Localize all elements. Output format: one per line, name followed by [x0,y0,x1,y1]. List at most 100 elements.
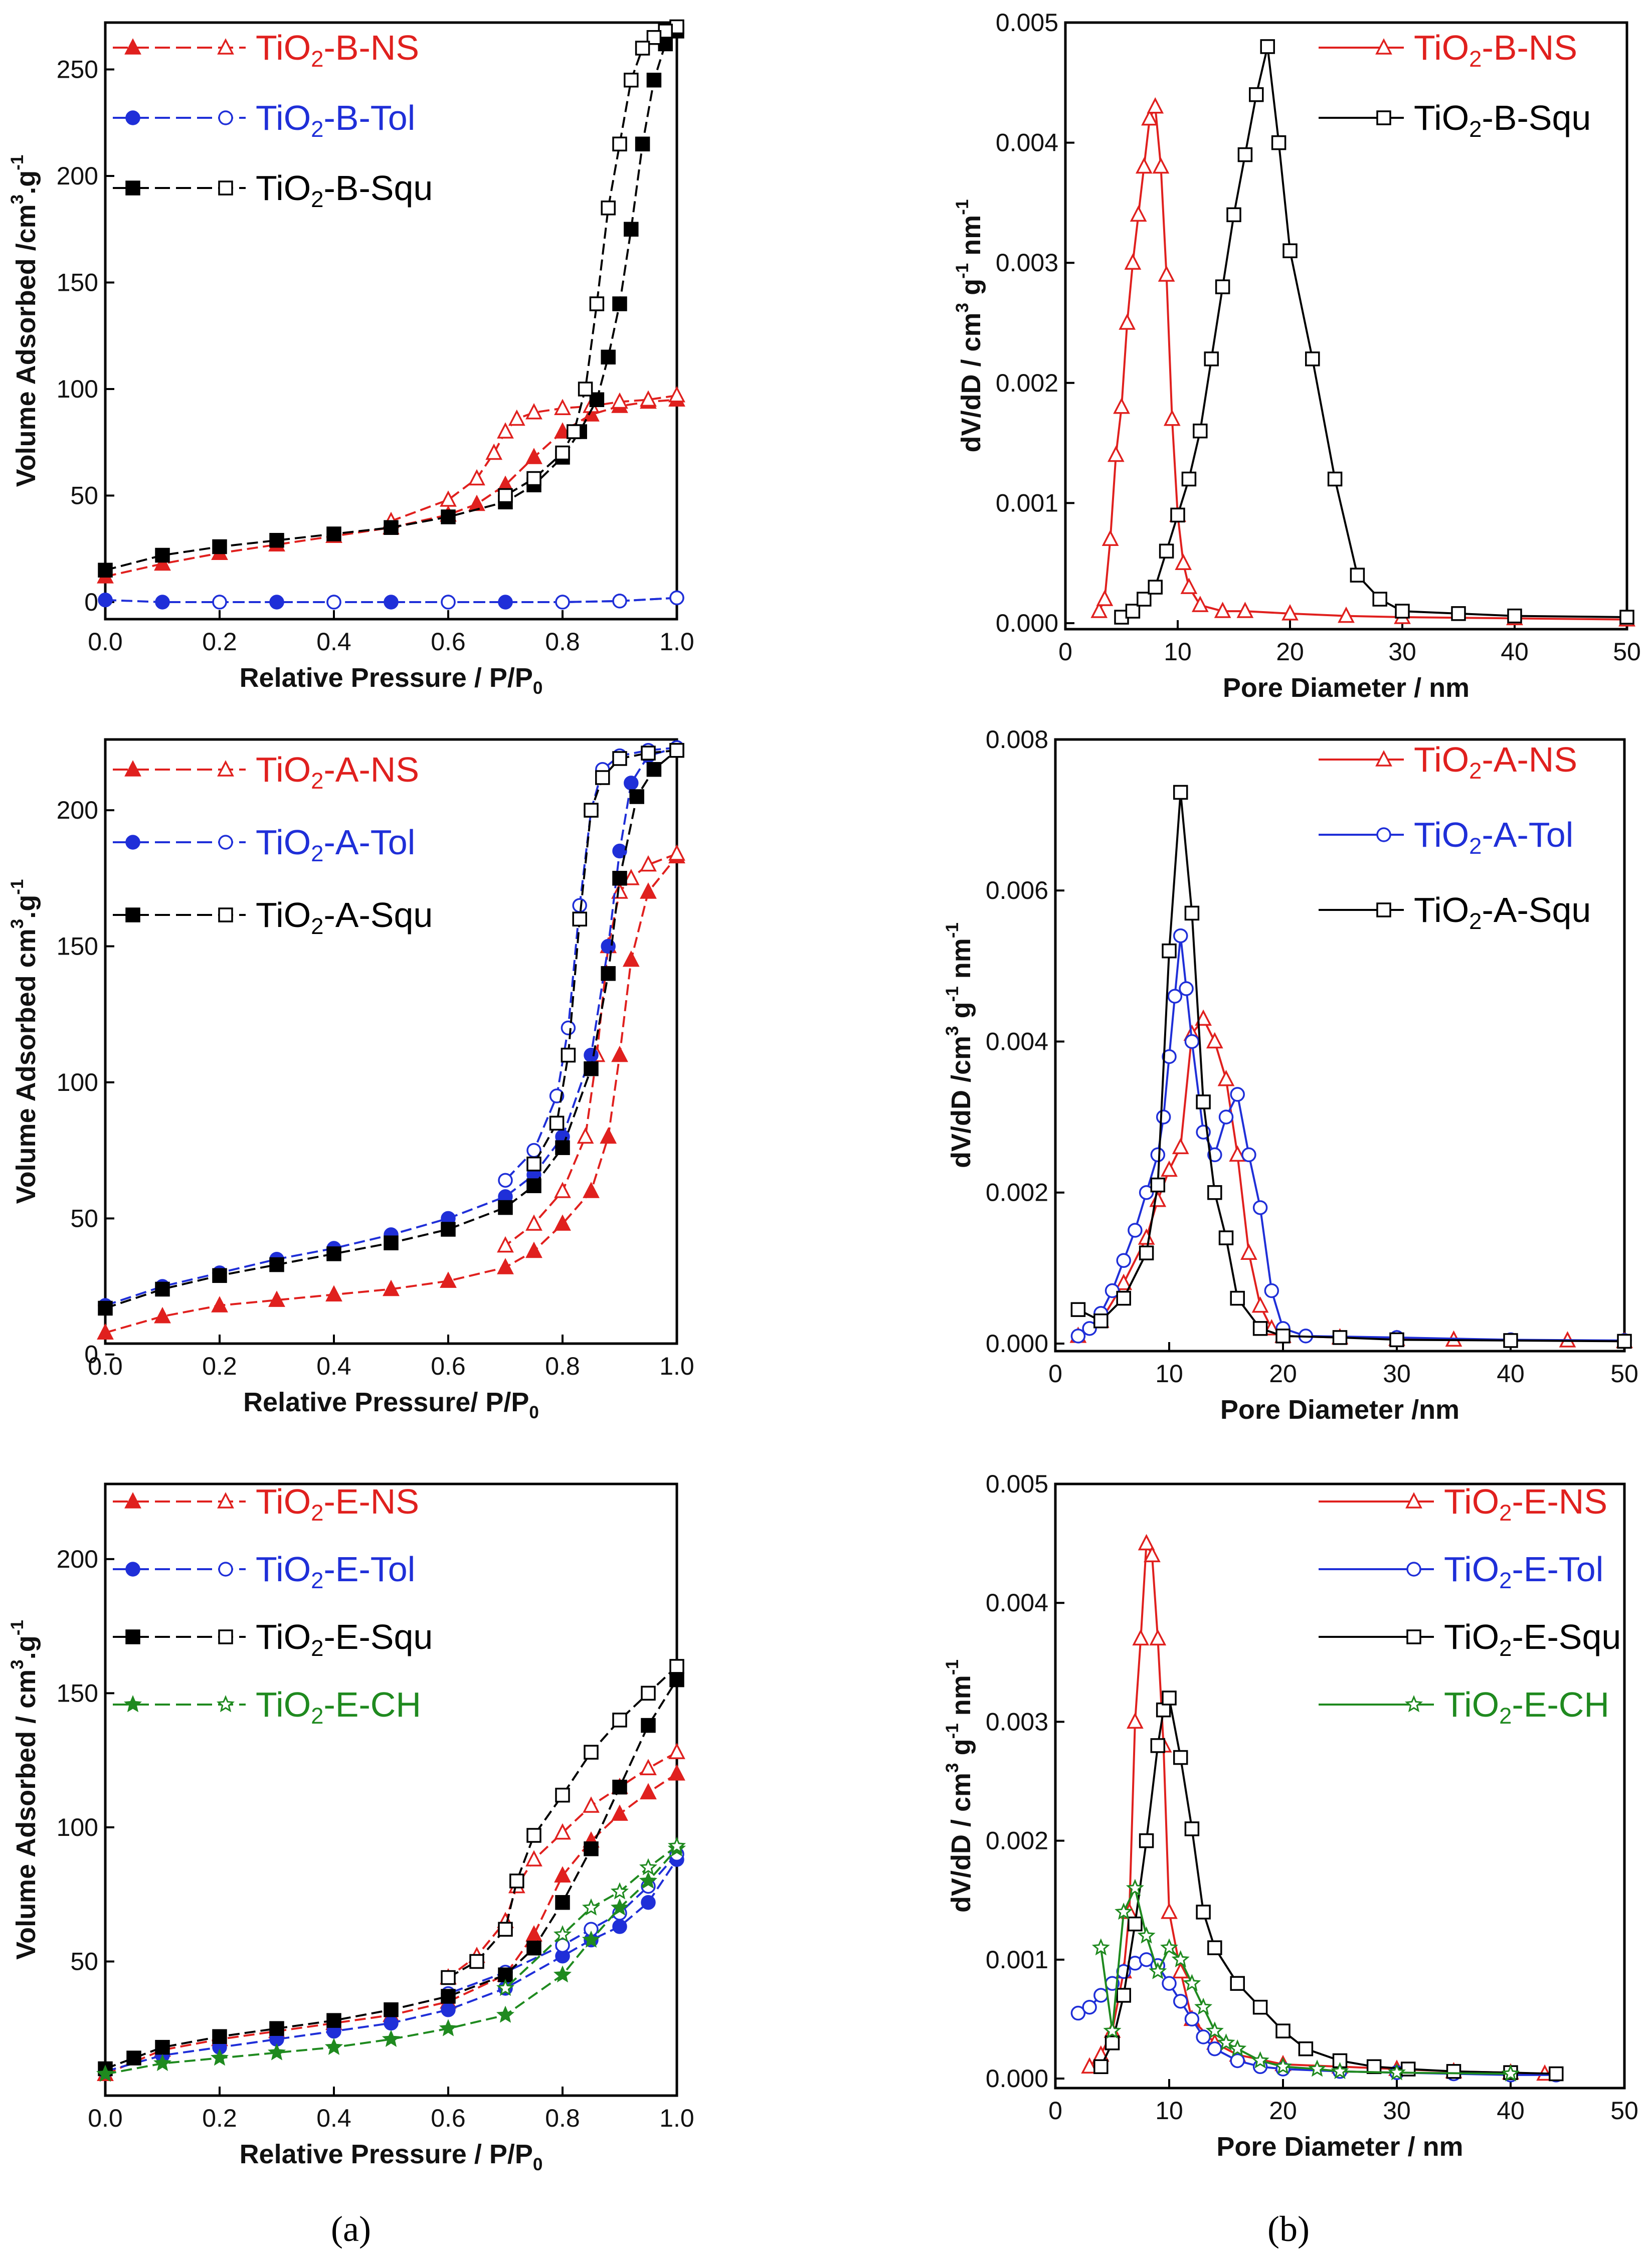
data-point [612,1779,627,1795]
data-point [497,1258,514,1274]
legend-marker [1405,1492,1422,1509]
data-point [641,1685,656,1701]
data-point [1090,602,1108,618]
data-point [1230,1290,1245,1306]
legend-marker [125,1562,140,1577]
series-TiO2-E-Squ [1093,1691,1564,2082]
data-point [269,2021,284,2036]
data-point [1152,157,1170,174]
data-point [1251,2051,1269,2069]
data-point [622,869,640,885]
series-line [391,394,677,522]
data-point [155,595,170,610]
y-tick-label: 0.004 [996,129,1058,157]
data-point [1196,2029,1211,2044]
data-point [611,1804,628,1821]
y-tick-label: 0.001 [986,1946,1048,1974]
x-tick-label: 30 [1383,2097,1411,2125]
data-point [1389,1332,1404,1348]
data-point [1446,2064,1461,2079]
data-point [1139,1245,1154,1260]
y-tick-label: 150 [57,1679,98,1707]
data-point [1150,1738,1166,1753]
legend-label: TiO2-E-NS [1444,1482,1607,1526]
legend-marker [217,1492,234,1509]
legend-marker [1375,38,1392,55]
x-axis-label: Relative Pressure / P/P0​ [240,663,543,698]
y-axis-label: dV/dD / cm3 g-1 nm-1​ [953,200,986,453]
data-point [1173,1750,1188,1765]
data-point [624,776,639,791]
data-point [526,1828,541,1843]
data-point [212,2029,227,2044]
y-tick-label: 0.001 [996,489,1058,517]
legend-item: TiO2-E-Tol [113,1550,415,1593]
x-tick-label: 0 [1048,2097,1062,2125]
x-tick-label: 30 [1388,638,1416,666]
data-point [584,1745,599,1760]
data-point [1115,1273,1133,1290]
data-point [1170,507,1185,523]
legend-label: TiO2-E-CH [1444,1685,1609,1729]
legend-item: TiO2-E-NS [113,1482,419,1526]
legend-label: TiO2-A-Tol [1414,815,1573,859]
data-point [1172,1138,1189,1155]
chart-b3: 0 10 20 30 40 50 0.000 0.001 0.002 0.003 0.004 0.00… [943,1470,1638,2162]
legend-marker [125,907,140,922]
data-point [640,1759,657,1775]
data-point [485,443,503,460]
x-tick-label: 1.0 [659,2104,694,2132]
data-point [1366,2059,1382,2075]
y-axis-label: Volume Adsorbed cm3.g-1​ [8,879,41,1204]
data-point [555,1895,570,1910]
y-tick-label: 0.000 [986,1330,1048,1358]
data-point [526,471,541,486]
data-point [1161,1160,1178,1177]
data-point [555,595,570,610]
y-axis-label: dV/dD / cm3 g-1 nm-1​ [943,1659,976,1913]
data-point [668,1764,685,1781]
y-tick-label: 0.005 [986,1470,1048,1498]
data-point [212,539,227,554]
data-point [1207,2041,1222,2056]
data-point [1207,1185,1222,1200]
data-point [1273,2057,1293,2075]
data-point [1091,1938,1110,1956]
data-point [497,422,514,439]
data-point [629,789,644,804]
legend-label: TiO2-A-NS [1414,740,1577,784]
data-point [1162,943,1177,959]
data-point [1158,265,1175,282]
data-point [1195,1009,1212,1026]
series-TiO2-B-NS [97,386,685,584]
data-point [553,1965,572,1983]
data-point [1230,1087,1245,1102]
data-point [1141,109,1158,126]
legend-marker [125,835,140,850]
legend-marker [218,110,233,125]
legend-marker [1375,750,1392,767]
legend-item: TiO2-A-NS [113,750,419,794]
data-point [508,409,525,426]
data-point [155,547,170,563]
data-point [1236,602,1254,618]
legend-marker [125,1629,140,1644]
legend-item: TiO2-A-Tol [113,823,415,866]
x-tick-label: 20 [1269,1360,1297,1388]
y-tick-label: 0.002 [986,1827,1048,1855]
legend-label: TiO2-A-Squ [256,895,433,939]
data-point [584,1047,599,1063]
data-point [1132,1629,1150,1646]
data-point [554,422,571,439]
data-point [612,843,627,859]
data-point [1081,2057,1098,2074]
data-point [439,2019,458,2036]
data-point [589,296,605,311]
series-TiO2-A-Tol [1070,928,1632,1348]
data-point [600,1127,617,1144]
data-point [1149,1629,1167,1646]
x-tick-label: 40 [1497,2097,1525,2125]
legend-label: TiO2-B-Squ [1414,98,1591,142]
y-tick-label: 0.003 [996,249,1058,277]
data-point [497,1236,514,1253]
